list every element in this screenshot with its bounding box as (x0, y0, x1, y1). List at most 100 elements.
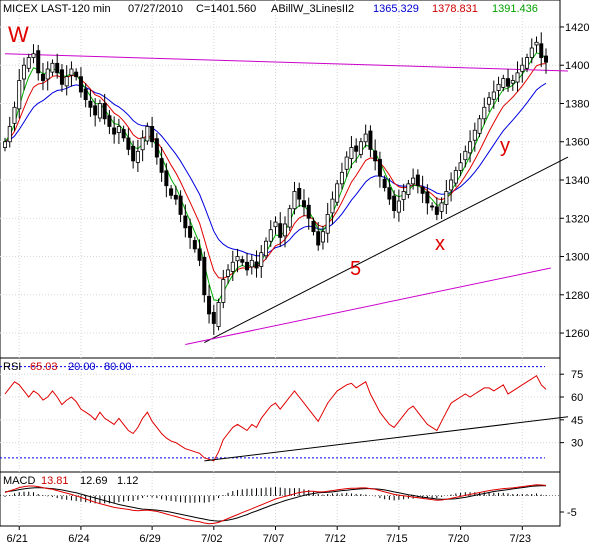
price-tick-label: 1380 (565, 98, 589, 110)
rsi-line (4, 374, 547, 462)
candle-down (311, 220, 316, 233)
date-tick-label: 7/23 (510, 533, 531, 545)
date-tick-label: 6/24 (68, 533, 89, 545)
grid-lines (0, 0, 560, 526)
candle-down (392, 195, 397, 212)
candle-down (434, 206, 439, 215)
rsi-value: 65.03 (30, 361, 58, 373)
candle-down (131, 145, 136, 162)
candles (3, 32, 549, 335)
red-ma-line (4, 63, 547, 279)
candle-up (396, 200, 401, 213)
candle-up (3, 141, 8, 148)
candle-up (496, 83, 501, 91)
candle-down (202, 256, 207, 296)
candle-up (273, 221, 278, 228)
candle-up (515, 72, 520, 83)
candle-down (316, 231, 321, 246)
candle-down (306, 204, 311, 219)
candle-up (444, 191, 449, 205)
candle-up (264, 240, 269, 257)
candle-down (159, 158, 164, 173)
candle-up (411, 177, 416, 185)
candle-down (36, 50, 41, 74)
candle-down (373, 150, 378, 162)
date-tick-label: 6/21 (7, 533, 28, 545)
candle-up (325, 214, 330, 234)
candle-up (349, 147, 354, 159)
date-tick-label: 7/20 (448, 533, 469, 545)
header-symbol: MICEX LAST-120 min (3, 3, 111, 15)
candle-down (506, 78, 511, 87)
rsi-tick-label: 60 (571, 392, 583, 404)
candle-down (539, 43, 544, 58)
rsi-label: RSI (3, 361, 21, 373)
candle-up (401, 191, 406, 200)
candle-down (59, 69, 64, 85)
candle-down (183, 215, 188, 229)
candle-down (192, 240, 197, 250)
candle-down (126, 137, 131, 150)
candle-down (40, 74, 45, 81)
candle-up (510, 80, 515, 84)
candle-down (107, 115, 112, 127)
candle-down (245, 261, 250, 271)
candle-down (354, 145, 359, 152)
candle-up (330, 198, 335, 214)
candle-up (116, 126, 121, 133)
candle-down (420, 186, 425, 194)
macd-panel-frame (0, 471, 561, 527)
rsi-tick-label: 45 (571, 415, 583, 427)
header-line2: 1378.831 (432, 3, 478, 15)
candle-up (249, 259, 254, 268)
price-tick-label: 1320 (565, 213, 589, 225)
candle-down (169, 188, 174, 196)
candle-up (45, 68, 50, 80)
price-tick-label: 1420 (565, 22, 589, 34)
price-tick-label: 1360 (565, 137, 589, 149)
candle-up (534, 41, 539, 46)
rsi-trendline (204, 416, 569, 462)
macd-line (4, 484, 547, 525)
date-tick-label: 6/29 (139, 533, 160, 545)
lower-support-trendline (185, 267, 551, 346)
macd-layer (0, 484, 560, 525)
macd-tick-label: -5 (567, 507, 577, 519)
candle-up (439, 202, 444, 212)
candle-down (211, 311, 216, 324)
rsi-tick-label: 30 (571, 438, 583, 450)
candle-up (468, 141, 473, 154)
candle-up (482, 106, 487, 120)
header-indicator: ABillW_3LinesII2 (271, 3, 354, 15)
candle-down (150, 126, 155, 143)
candle-up (520, 64, 525, 72)
candle-down (368, 130, 373, 150)
candle-down (102, 103, 107, 120)
header-close: C=1401.560 (196, 3, 256, 15)
candle-up (287, 208, 292, 228)
candle-up (226, 269, 231, 277)
candle-down (544, 55, 549, 63)
candle-down (121, 129, 126, 139)
candle-up (463, 150, 468, 161)
candle-down (207, 295, 212, 315)
candle-up (26, 57, 31, 69)
candle-up (529, 47, 534, 58)
candle-up (97, 103, 102, 119)
date-tick-label: 7/12 (324, 533, 345, 545)
candle-down (382, 178, 387, 189)
candle-up (458, 162, 463, 171)
candle-down (197, 248, 202, 261)
wave-label-y: y (500, 135, 510, 157)
candle-up (406, 183, 411, 195)
candle-up (216, 302, 221, 327)
candle-down (93, 105, 98, 116)
candle-down (240, 259, 245, 263)
price-tick-label: 1260 (565, 328, 589, 340)
candle-up (140, 137, 145, 151)
candle-up (31, 53, 36, 58)
candle-up (335, 183, 340, 203)
candle-up (472, 129, 477, 141)
wave-label-x: x (435, 233, 445, 255)
